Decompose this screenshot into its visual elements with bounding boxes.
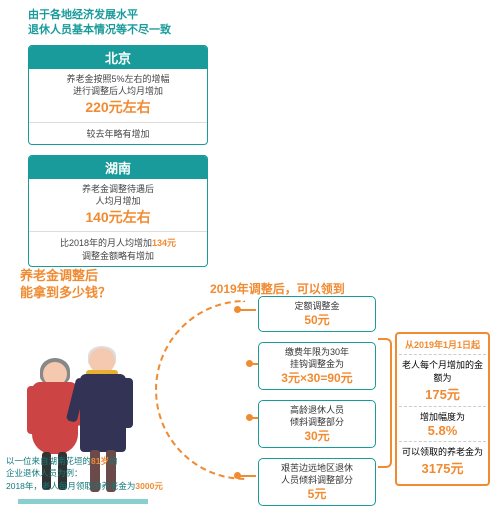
question-title: 养老金调整后 能拿到多少钱？ [20, 268, 111, 302]
pension-calc-section: 养老金调整后 能拿到多少钱？ 2019年调整后，可以领到 ᐢᐢ ᐢ [0, 260, 500, 520]
card-title: 北京 [29, 46, 207, 69]
header-line1: 由于各地经济发展水平 [28, 8, 500, 23]
bracket [378, 338, 392, 468]
card-amount: 220元左右 [35, 98, 201, 118]
result-row: 老人每个月增加的金额为 175元 [399, 354, 486, 406]
card-title: 湖南 [29, 156, 207, 179]
card-amount: 140元左右 [35, 208, 201, 228]
result-row: 增加幅度为 5.8% [399, 406, 486, 441]
region-card-beijing: 北京 养老金按照5%左右的增幅 进行调整后人均月增加 220元左右 较去年略有增… [28, 45, 208, 145]
card-foot: 较去年略有增加 [29, 123, 207, 144]
year-label: 2019年调整后，可以领到 [210, 280, 345, 297]
header-text: 由于各地经济发展水平 退休人员基本情况等不尽一致 [0, 0, 500, 45]
arc-connector [155, 300, 245, 480]
card-body: 养老金按照5%左右的增幅 进行调整后人均月增加 220元左右 [29, 69, 207, 123]
connector [240, 309, 256, 311]
example-caption: 以一位来自湖南花垣的81岁的 企业退休人员为例： 2018年，老人每月领取的养老… [6, 455, 164, 492]
result-date: 从2019年1月1日起 [399, 338, 486, 351]
header-line2: 退休人员基本情况等不尽一致 [28, 23, 500, 38]
connector [240, 475, 256, 477]
item-linked-adjust: 缴费年限为30年 挂钩调整金为 3元×30=90元 [258, 342, 376, 390]
region-card-hunan: 湖南 养老金调整待遇后 人均月增加 140元左右 比2018年的月人均增加134… [28, 155, 208, 268]
result-box: 从2019年1月1日起 老人每个月增加的金额为 175元 增加幅度为 5.8% … [395, 332, 490, 486]
result-row: 可以领取的养老金为 3175元 [399, 441, 486, 480]
item-fixed-adjust: 定额调整金 50元 [258, 296, 376, 332]
item-elderly-tilt: 高龄退休人员 倾斜调整部分 30元 [258, 400, 376, 448]
card-body: 养老金调整待遇后 人均月增加 140元左右 [29, 179, 207, 233]
item-remote-tilt: 艰苦边远地区退休 人员倾斜调整部分 5元 [258, 458, 376, 506]
